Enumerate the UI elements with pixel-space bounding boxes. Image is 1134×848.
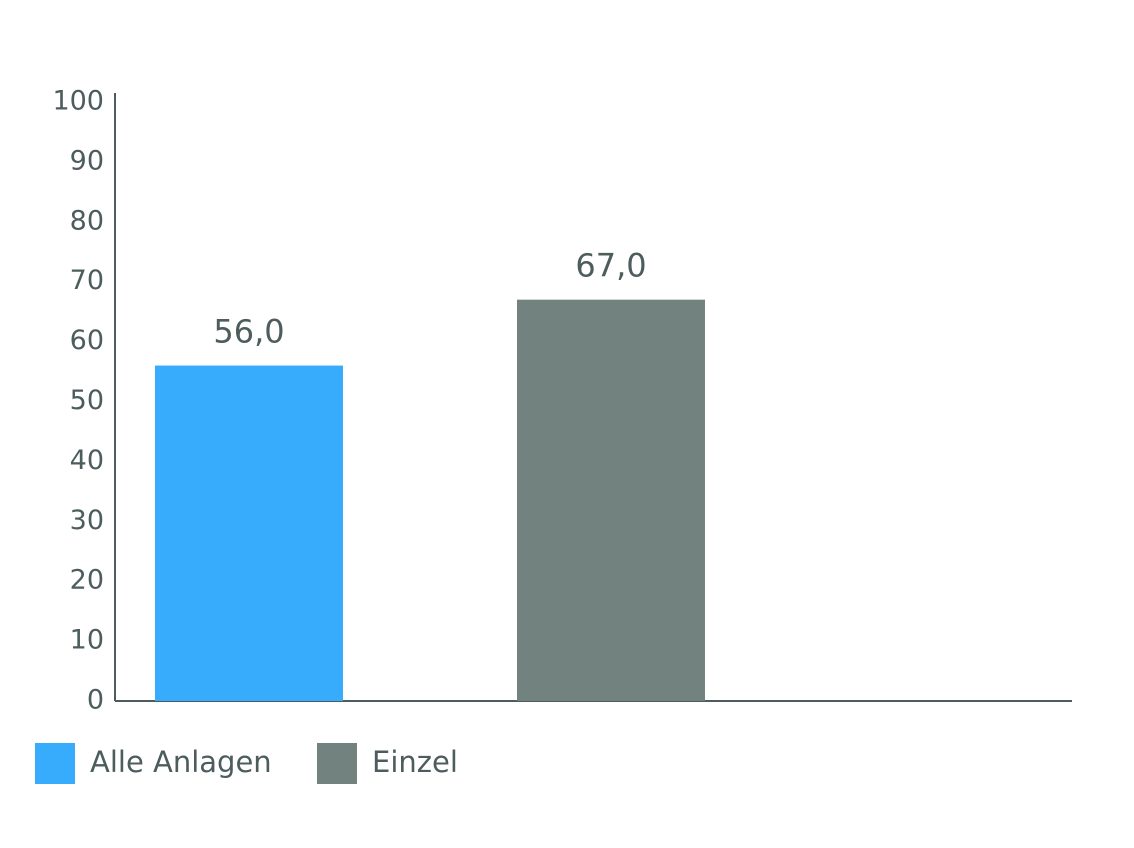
y-tick-label: 60 xyxy=(70,325,104,356)
y-tick-label: 50 xyxy=(70,385,104,416)
y-tick-label: 10 xyxy=(70,625,104,656)
legend-swatch xyxy=(35,743,75,784)
bar xyxy=(155,365,343,701)
y-tick-label: 40 xyxy=(70,445,104,476)
value-label: 67,0 xyxy=(575,247,646,285)
legend-label: Alle Anlagen xyxy=(90,745,272,779)
y-tick-label: 80 xyxy=(70,205,104,236)
y-tick-label: 0 xyxy=(87,685,104,716)
legend-label: Einzel xyxy=(372,745,458,779)
y-tick-label: 20 xyxy=(70,565,104,596)
value-label: 56,0 xyxy=(213,313,284,351)
y-tick-label: 100 xyxy=(52,86,104,117)
y-tick-label: 30 xyxy=(70,505,104,536)
legend-swatch xyxy=(317,743,357,784)
y-tick-label: 70 xyxy=(70,265,104,296)
y-tick-label: 90 xyxy=(70,145,104,176)
bar xyxy=(517,299,705,701)
